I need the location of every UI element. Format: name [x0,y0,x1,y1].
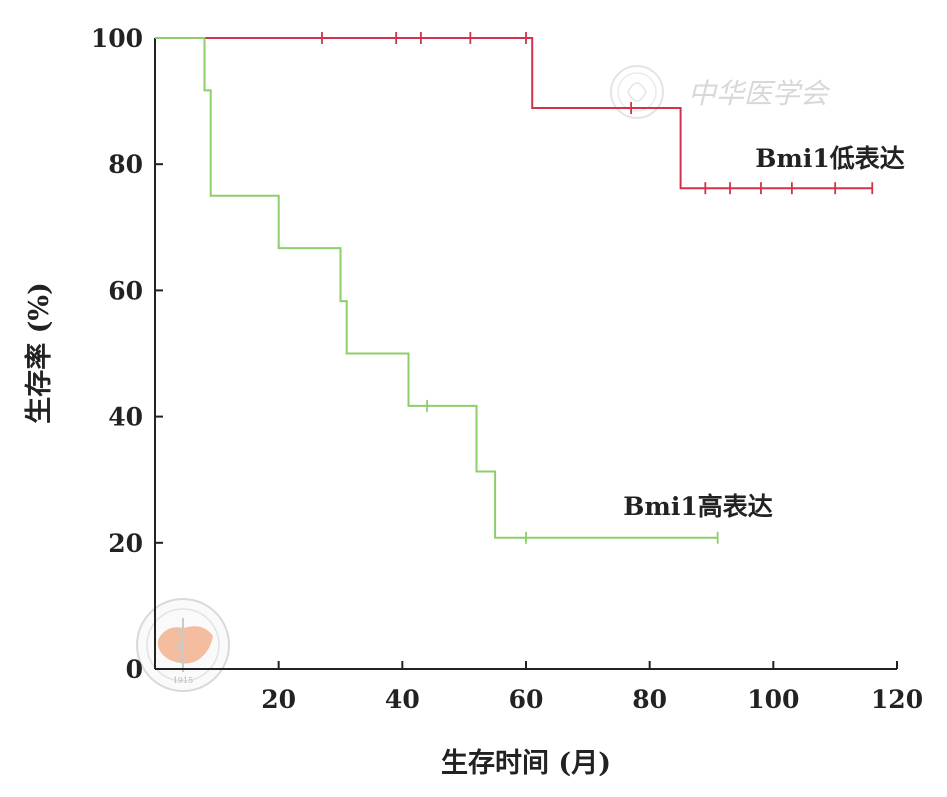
x-tick-label-40: 40 [385,685,420,714]
series-0 [155,32,874,195]
association-logo: 1915 [136,598,230,692]
series-line-0 [155,37,873,190]
y-tick-label-40: 40 [108,403,143,432]
watermark-text: 中华医学会 [688,77,831,110]
y-tick-label-20: 20 [108,529,143,558]
x-axis-title: 生存时间 (月) [441,748,611,779]
series-line-1 [155,37,718,539]
china-map-icon [157,626,213,664]
x-tick-label-100: 100 [747,685,799,714]
y-tick-label-0: 0 [126,655,143,684]
axes [154,38,897,670]
watermark-top: 中华医学会 [610,65,831,119]
watermark-seal-icon [610,65,664,119]
series-label-low: Bmi1低表达 [755,144,904,173]
x-tick-label-80: 80 [632,685,667,714]
x-tick-label-60: 60 [509,685,544,714]
y-tick-label-100: 100 [91,24,143,53]
logo-year: 1915 [173,676,193,685]
series-layer [155,32,874,544]
series-1 [155,37,719,544]
y-tick-label-60: 60 [108,276,143,305]
x-tick-label-120: 120 [871,685,923,714]
y-tick-label-80: 80 [108,150,143,179]
x-ticks: 20 40 60 80 100 120 [261,661,923,714]
x-tick-label-20: 20 [261,685,296,714]
y-ticks: 0 20 40 60 80 100 [91,24,163,684]
series-label-high: Bmi1高表达 [623,492,772,521]
y-axis-title: 生存率 (%) [23,282,55,424]
